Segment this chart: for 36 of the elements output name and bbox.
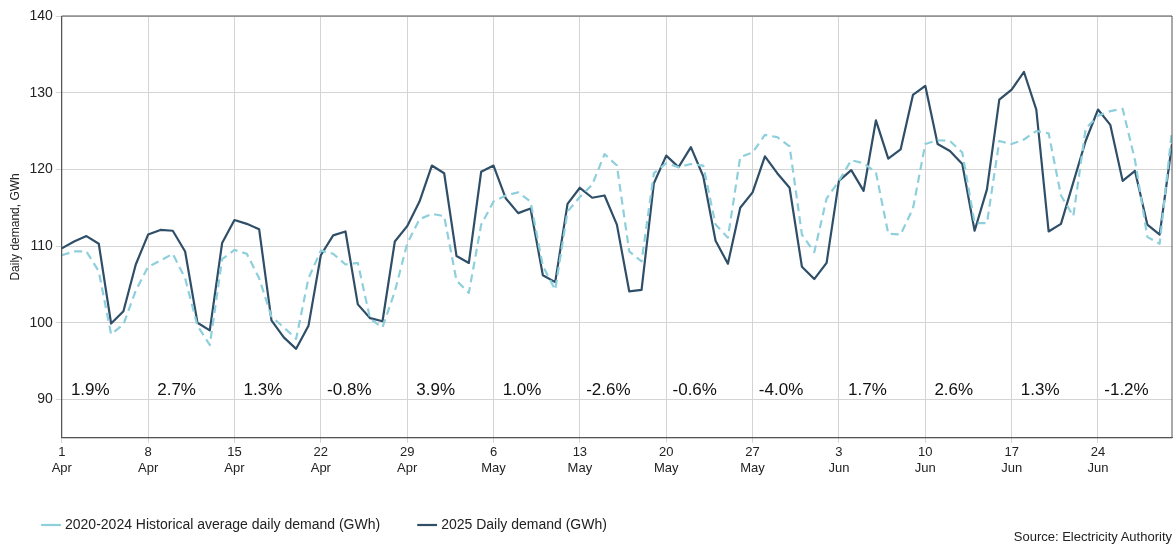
x-tick-label: 17 Jun — [1001, 444, 1023, 475]
y-tick-label: 90 — [37, 390, 53, 407]
source-note: Source: Electricity Authority — [1013, 529, 1172, 544]
x-tick-label: 27 May — [740, 444, 766, 475]
x-tick-label: 24 Jun — [1087, 444, 1109, 475]
x-tick-label: 20 May — [653, 444, 679, 475]
annotation: -1.2% — [1104, 380, 1149, 400]
y-tick-label: 140 — [29, 6, 53, 23]
annotation: -4.0% — [758, 380, 804, 400]
x-tick-label: 10 Jun — [914, 444, 936, 475]
annotation: 2.7% — [157, 380, 196, 400]
y-tick-label: 120 — [29, 160, 53, 177]
annotation: -2.6% — [586, 380, 631, 400]
legend-label: 2020-2024 Historical average daily demand (GWh) — [65, 515, 381, 532]
x-tick-label: 13 May — [567, 444, 593, 475]
x-tick-label: 1 Apr — [51, 444, 73, 475]
annotation: 1.9% — [70, 380, 110, 400]
annotation: -0.6% — [672, 380, 717, 400]
annotation: 1.7% — [848, 380, 887, 400]
y-axis-title: Daily demand, GWh — [7, 173, 22, 281]
x-tick-label: 3 Jun — [828, 444, 850, 475]
annotation: -0.8% — [327, 380, 372, 400]
annotation: 2.6% — [934, 380, 974, 400]
annotation: 3.9% — [416, 380, 456, 400]
annotation: 1.3% — [243, 380, 283, 400]
x-tick-label: 6 May — [481, 444, 507, 475]
annotation: 1.0% — [502, 380, 542, 400]
x-tick-label: 8 Apr — [137, 444, 159, 475]
x-tick-label: 29 Apr — [397, 444, 418, 475]
y-tick-label: 100 — [29, 313, 53, 330]
y-tick-label: 130 — [29, 83, 53, 100]
legend-label: 2025 Daily demand (GWh) — [441, 515, 607, 532]
x-tick-label: 15 Apr — [224, 444, 246, 475]
y-tick-label: 110 — [30, 236, 53, 253]
annotation: 1.3% — [1020, 380, 1060, 400]
x-tick-label: 22 Apr — [310, 444, 332, 475]
